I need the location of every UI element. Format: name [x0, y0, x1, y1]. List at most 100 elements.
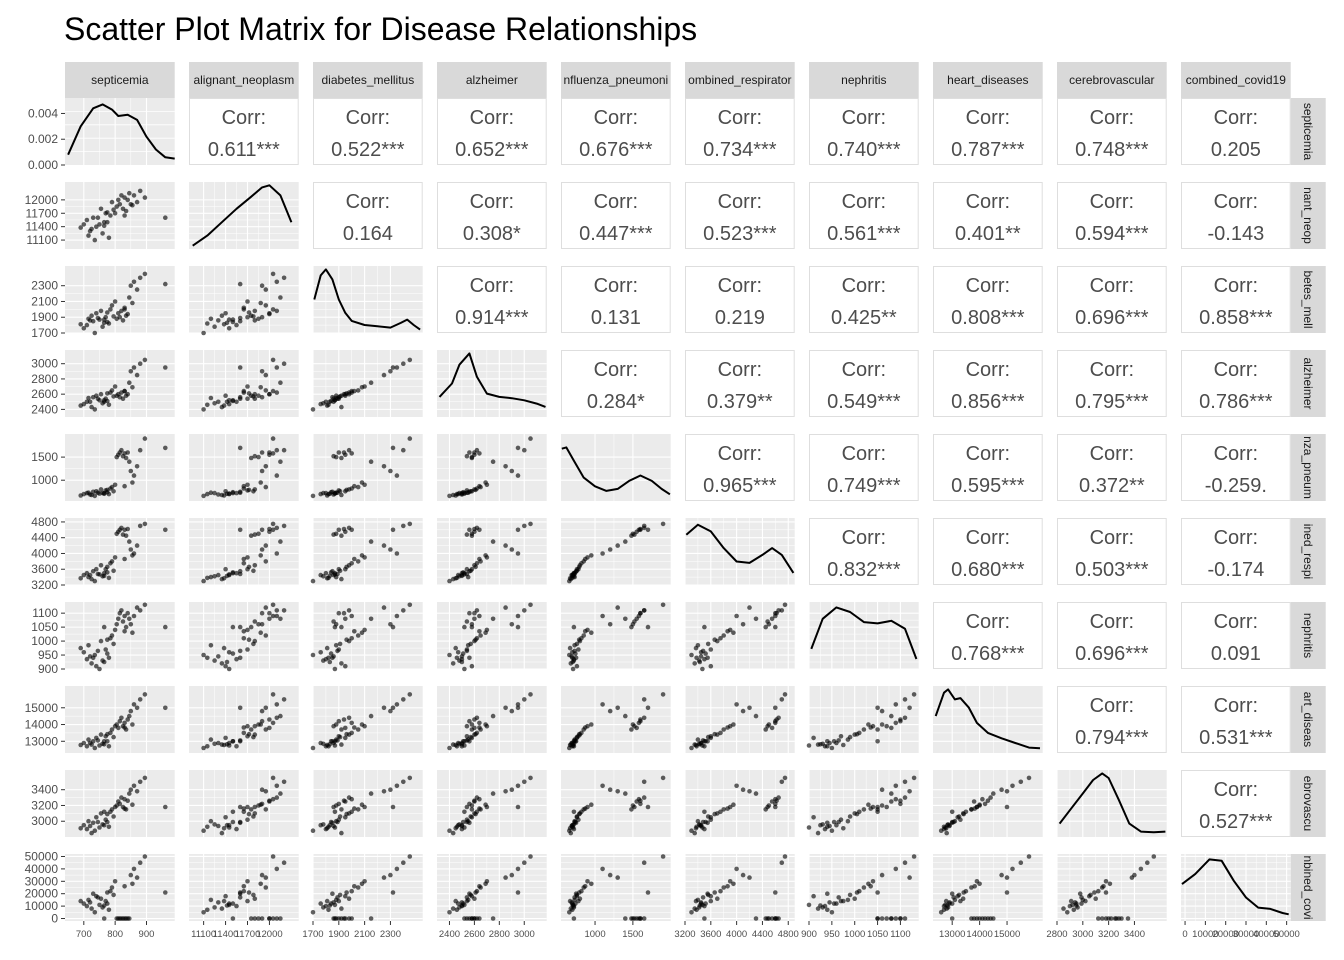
data-point	[349, 613, 355, 619]
data-point	[629, 807, 634, 812]
data-point	[473, 564, 478, 570]
data-point	[223, 893, 228, 899]
data-point	[230, 901, 236, 906]
data-point	[216, 318, 221, 323]
data-point	[779, 779, 785, 785]
correlation-value: 0.531***	[1199, 727, 1273, 749]
data-point	[782, 692, 788, 697]
panel-heart_diseases-vs-influenza_pneumonia	[561, 686, 671, 753]
data-point	[106, 235, 112, 241]
data-point	[263, 303, 269, 308]
data-point	[258, 881, 264, 887]
column-strip-bg	[189, 62, 299, 98]
data-point	[122, 305, 127, 311]
panel-heart_diseases-vs-combined_respiratory	[684, 686, 795, 753]
panel-combined_respiratory-vs-combined_covid19: Corr:-0.174	[1181, 518, 1291, 585]
data-point	[769, 725, 775, 731]
correlation-label: Corr:	[1214, 611, 1258, 633]
data-point	[263, 727, 269, 732]
data-point	[241, 561, 247, 566]
data-point	[201, 330, 206, 336]
row-strip-bg	[1290, 98, 1326, 165]
data-point	[483, 630, 488, 635]
data-point	[893, 866, 899, 872]
data-point	[884, 916, 889, 921]
data-point	[490, 916, 496, 921]
data-point	[949, 809, 955, 815]
data-point	[127, 791, 132, 796]
data-point	[333, 643, 339, 648]
correlation-label: Corr:	[1090, 527, 1134, 549]
data-point	[237, 571, 243, 577]
x-tick-label: 3600	[700, 929, 721, 940]
row-strip-bg	[1290, 350, 1326, 417]
data-point	[453, 576, 459, 581]
data-point	[483, 802, 488, 807]
data-point	[694, 907, 699, 913]
column-strip-bg	[685, 62, 795, 98]
data-point	[854, 731, 860, 737]
data-point	[712, 811, 717, 817]
data-point	[111, 734, 116, 740]
data-point	[1114, 916, 1119, 921]
data-point	[336, 898, 342, 904]
data-point	[1103, 879, 1109, 884]
data-point	[1083, 898, 1088, 904]
data-point	[131, 279, 137, 285]
data-point	[130, 480, 135, 485]
data-point	[226, 650, 232, 655]
data-point	[318, 901, 324, 906]
data-point	[106, 907, 112, 913]
data-point	[212, 324, 217, 330]
panel-diabetes_mellitus-vs-nephritis: Corr:0.425**	[809, 266, 919, 333]
data-point	[503, 705, 508, 711]
data-point	[1101, 884, 1106, 889]
correlation-label: Corr:	[1090, 107, 1134, 129]
x-tick-label: 700	[76, 929, 92, 940]
data-point	[829, 828, 835, 833]
data-point	[318, 650, 324, 655]
data-point	[221, 898, 227, 904]
correlation-value: -0.259.	[1205, 475, 1267, 497]
panel-combined_respiratory-vs-malignant_neoplasms	[189, 518, 299, 586]
data-point	[241, 730, 247, 736]
data-point	[977, 802, 982, 807]
panel-heart_diseases-vs-diabetes_mellitus	[310, 686, 423, 753]
data-point	[638, 526, 643, 532]
x-tick-label: 11700	[235, 929, 261, 940]
correlation-value: 0.595***	[951, 475, 1025, 497]
data-point	[638, 717, 643, 722]
data-point	[689, 652, 694, 658]
data-point	[78, 645, 83, 651]
row-strip-label: nephritis	[1301, 613, 1315, 658]
data-point	[692, 830, 697, 836]
data-point	[407, 692, 413, 697]
data-point	[875, 727, 880, 732]
panel-diabetes_mellitus-vs-malignant_neoplasms	[189, 266, 299, 336]
data-point	[718, 636, 723, 641]
data-point	[999, 787, 1004, 792]
data-point	[381, 464, 387, 469]
data-point	[252, 563, 258, 568]
data-point	[464, 804, 470, 810]
data-point	[259, 708, 265, 714]
data-point	[740, 708, 746, 714]
y-tick-label: 11700	[26, 206, 59, 220]
data-point	[450, 906, 456, 911]
correlation-panel-frame	[685, 98, 795, 165]
data-point	[259, 450, 265, 455]
y-tick-label: 12000	[25, 193, 59, 207]
data-point	[831, 901, 837, 906]
data-point	[401, 523, 406, 529]
data-point	[332, 916, 338, 921]
data-point	[125, 197, 130, 203]
panel-combined_respiratory-vs-diabetes_mellitus	[310, 518, 423, 586]
data-point	[694, 655, 699, 661]
data-point	[252, 723, 258, 729]
panel-diabetes_mellitus-vs-combined_respiratory: Corr:0.219	[685, 266, 795, 333]
data-point	[95, 571, 101, 577]
row-strip-label: nbined_covi	[1301, 855, 1315, 919]
data-point	[355, 633, 361, 638]
data-point	[226, 317, 232, 322]
column-strip-combined_covid19: combined_covid19	[1181, 62, 1291, 98]
